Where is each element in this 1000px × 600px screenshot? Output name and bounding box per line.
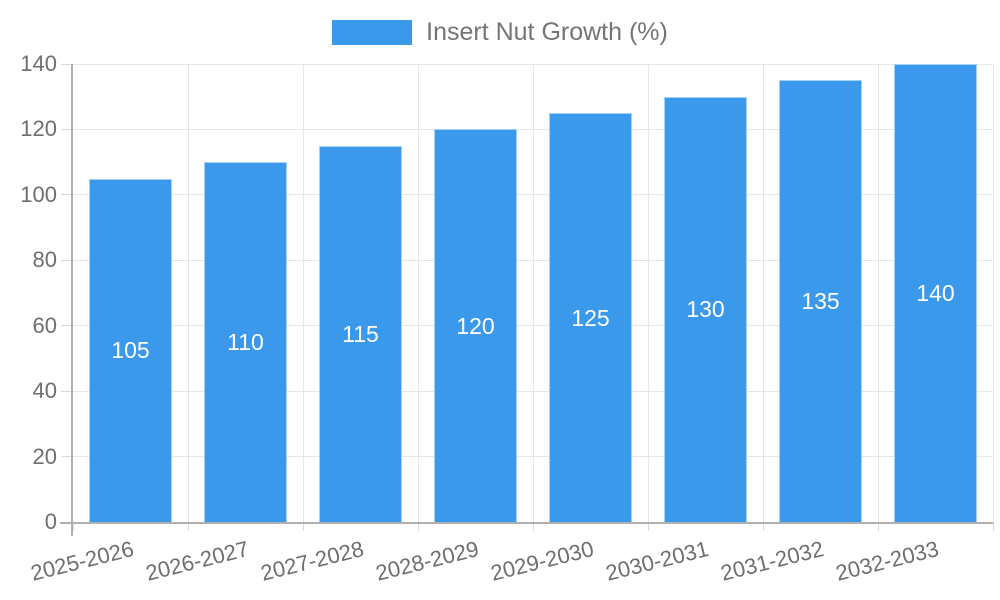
y-axis-tick-label: 100 — [20, 181, 57, 207]
bar-2028-2029[interactable] — [434, 129, 517, 522]
gridline-vertical — [417, 64, 419, 522]
y-axis-line — [71, 64, 73, 536]
plot-area: 0 20 40 60 80 100 120 140 105 2025-2026 110 2026-20… — [20, 51, 994, 586]
y-axis-tick — [61, 259, 73, 261]
x-axis-tick — [417, 522, 419, 531]
gridline-vertical — [187, 64, 189, 522]
x-axis-category-label: 2030-2031 — [603, 536, 712, 586]
gridline-vertical — [992, 64, 994, 522]
x-axis-line — [60, 522, 993, 524]
x-axis-tick — [302, 522, 304, 531]
bar-2025-2026[interactable] — [89, 178, 172, 522]
x-axis-category-label: 2027-2028 — [258, 536, 367, 586]
x-axis-category-label: 2031-2032 — [718, 536, 827, 586]
bar-2026-2027[interactable] — [204, 162, 287, 522]
x-axis-tick — [992, 522, 994, 531]
x-axis-category-label: 2029-2030 — [488, 536, 597, 586]
x-axis-tick — [72, 522, 74, 531]
x-axis-tick — [647, 522, 649, 531]
gridline-vertical — [762, 64, 764, 522]
y-axis-tick-label: 120 — [20, 116, 57, 142]
bar-2029-2030[interactable] — [549, 113, 632, 522]
legend-swatch — [332, 19, 413, 45]
x-axis-category-label: 2028-2029 — [373, 536, 482, 586]
y-axis-tick-label: 20 — [32, 443, 57, 469]
y-axis-tick — [61, 63, 73, 65]
bar-2030-2031[interactable] — [664, 96, 747, 522]
y-axis-tick — [61, 390, 73, 392]
y-axis-tick — [61, 128, 73, 130]
bar-2031-2032[interactable] — [779, 80, 862, 522]
bar-2032-2033[interactable] — [894, 64, 977, 522]
y-axis-tick-label: 0 — [44, 509, 57, 534]
y-axis-tick-label: 40 — [32, 378, 57, 404]
gridline-vertical — [877, 64, 879, 522]
y-axis-tick — [61, 456, 73, 458]
x-axis-category-label: 2032-2033 — [833, 536, 942, 586]
bar-2027-2028[interactable] — [319, 145, 402, 522]
y-axis-tick — [61, 194, 73, 196]
legend-label: Insert Nut Growth (%) — [426, 18, 668, 46]
y-axis-tick-label: 80 — [32, 247, 57, 273]
gridline-vertical — [302, 64, 304, 522]
y-axis-tick-label: 60 — [32, 312, 57, 338]
x-axis-tick — [532, 522, 534, 531]
legend[interactable]: Insert Nut Growth (%) — [0, 18, 1000, 46]
y-axis-tick-label: 140 — [20, 51, 57, 76]
x-axis-tick — [877, 522, 879, 531]
gridline-vertical — [647, 64, 649, 522]
gridline-vertical — [532, 64, 534, 522]
y-axis-tick — [61, 325, 73, 327]
x-axis-category-label: 2025-2026 — [28, 536, 137, 586]
x-axis-tick — [762, 522, 764, 531]
x-axis-category-label: 2026-2027 — [143, 536, 252, 586]
x-axis-tick — [187, 522, 189, 531]
